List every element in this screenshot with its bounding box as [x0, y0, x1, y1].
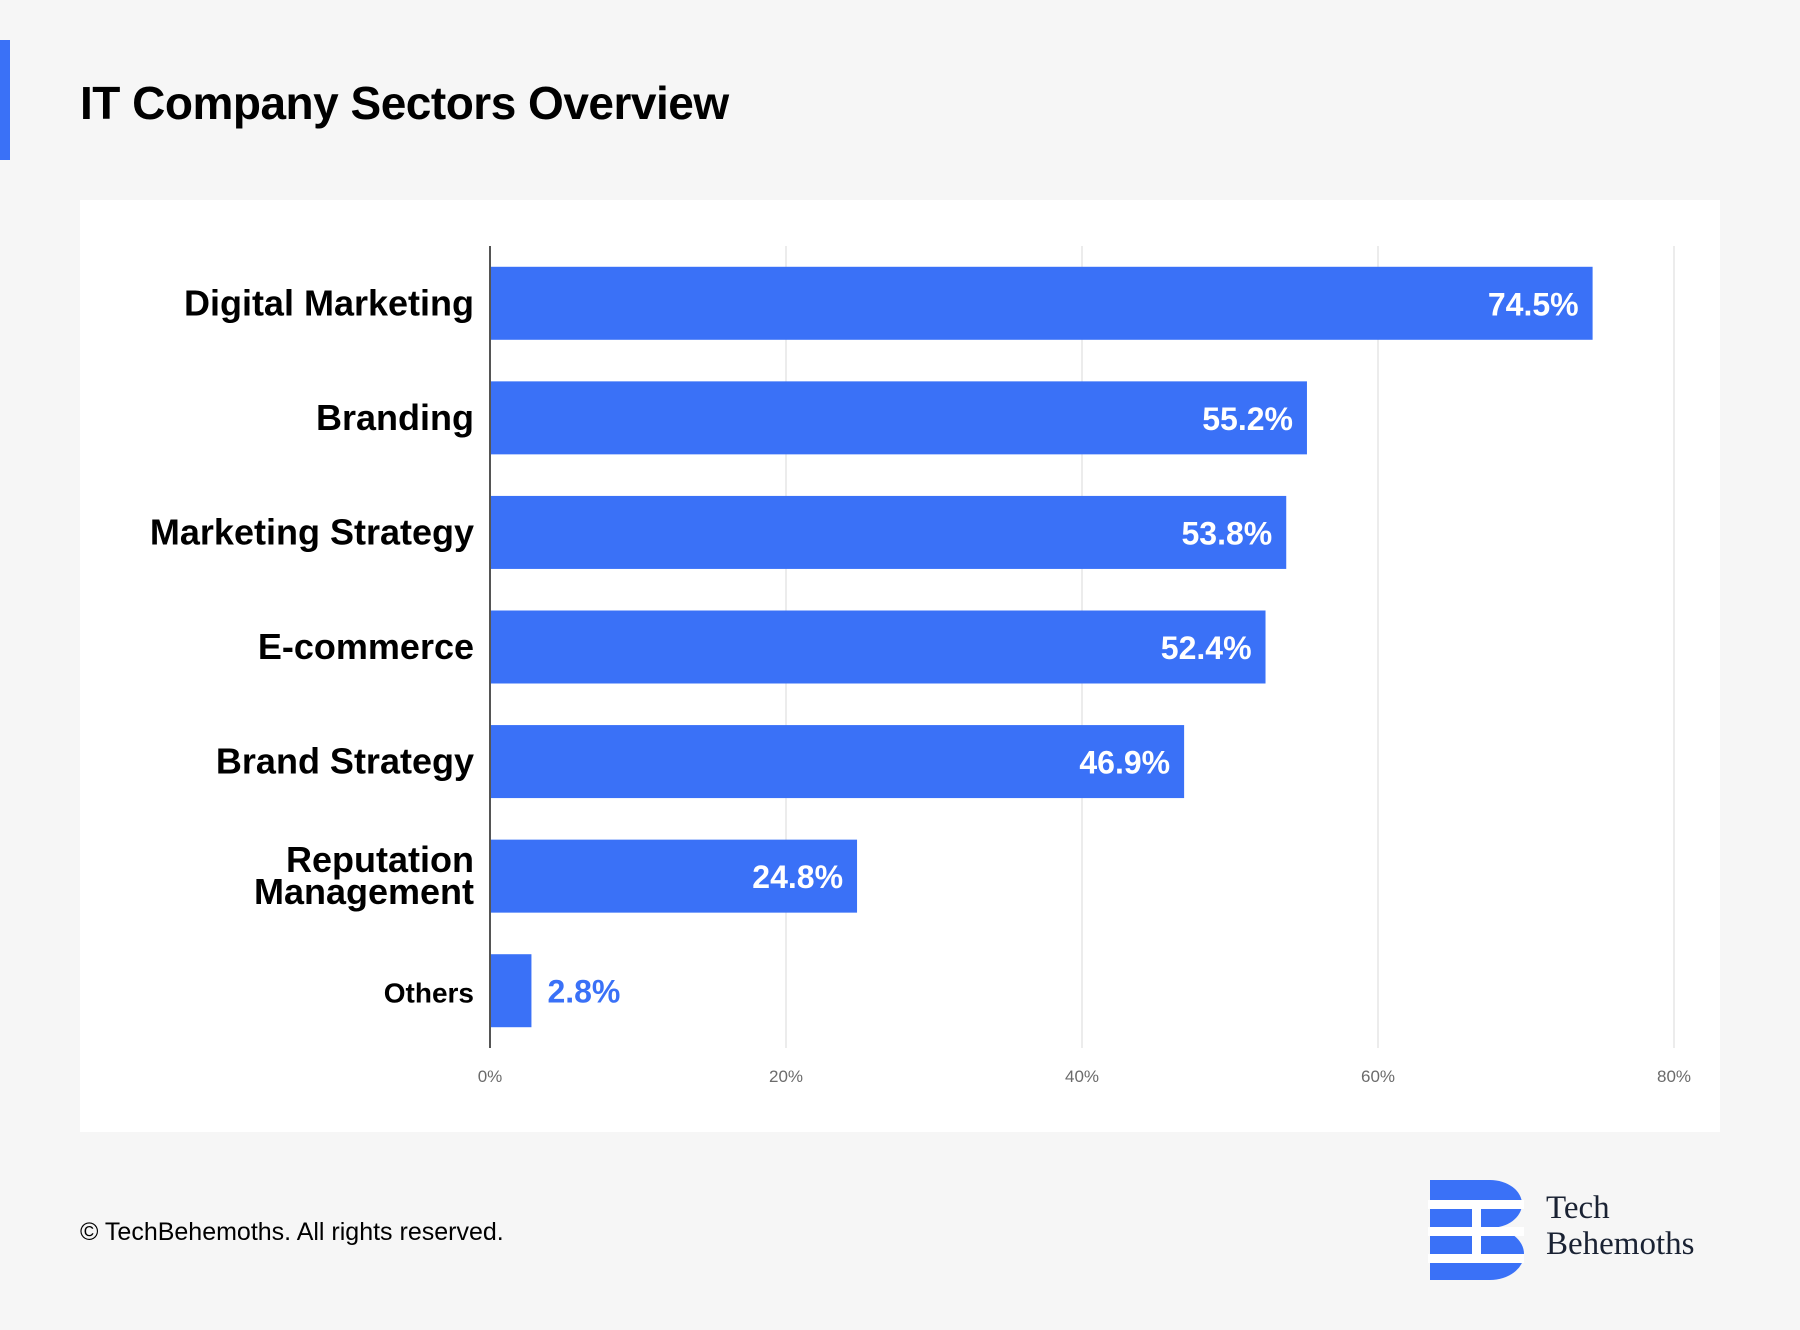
- chart-card: Digital Marketing 74.5% Branding 55.2% Marke…: [80, 200, 1720, 1132]
- labels: Digital Marketing 74.5% Branding 55.2% Marke…: [150, 282, 1579, 1009]
- bar-e-commerce: [490, 610, 1266, 684]
- x-tick-label-60: 60%: [1361, 1067, 1395, 1086]
- category-label-branding: Branding: [316, 397, 474, 438]
- category-label-digital-marketing: Digital Marketing: [184, 282, 474, 323]
- copyright-text: © TechBehemoths. All rights reserved.: [80, 1218, 504, 1246]
- category-label-reputation-management: Reputation Management: [254, 839, 474, 912]
- value-label-marketing-strategy: 53.8%: [1182, 515, 1273, 551]
- value-label-reputation-management: 24.8%: [752, 859, 843, 895]
- bar-marketing-strategy: [490, 495, 1287, 569]
- bar-reputation-management: [490, 839, 858, 913]
- x-tick-label-20: 20%: [769, 1067, 803, 1086]
- bar-digital-marketing: [490, 266, 1593, 340]
- category-label-brand-strategy: Brand Strategy: [216, 741, 474, 782]
- techbehemoths-logo: Tech Behemoths: [1428, 1180, 1728, 1284]
- value-label-digital-marketing: 74.5%: [1488, 286, 1579, 322]
- axis: 0% 20% 40% 60% 80%: [478, 246, 1691, 1086]
- category-label-e-commerce: E-commerce: [258, 626, 474, 667]
- logo-text: Tech Behemoths: [1546, 1190, 1694, 1262]
- value-label-brand-strategy: 46.9%: [1079, 745, 1170, 781]
- x-tick-label-0: 0%: [478, 1067, 503, 1086]
- accent-bar: [0, 40, 10, 160]
- logo-text-line1: Tech: [1546, 1190, 1610, 1226]
- bar-branding: [490, 381, 1307, 455]
- x-tick-label-40: 40%: [1065, 1067, 1099, 1086]
- category-label-others: Others: [384, 978, 474, 1009]
- category-label-marketing-strategy: Marketing Strategy: [150, 511, 474, 552]
- techbehemoths-logo-icon: [1428, 1180, 1524, 1280]
- page-title: IT Company Sectors Overview: [80, 77, 729, 129]
- bar-others: [490, 954, 532, 1028]
- value-label-others: 2.8%: [547, 974, 620, 1010]
- bar-brand-strategy: [490, 725, 1185, 799]
- logo-text-line2: Behemoths: [1546, 1226, 1695, 1262]
- bar-chart: Digital Marketing 74.5% Branding 55.2% Marke…: [150, 246, 1691, 1086]
- value-label-e-commerce: 52.4%: [1161, 630, 1252, 666]
- bars: [490, 266, 1593, 1028]
- x-tick-label-80: 80%: [1657, 1067, 1691, 1086]
- value-label-branding: 55.2%: [1202, 401, 1293, 437]
